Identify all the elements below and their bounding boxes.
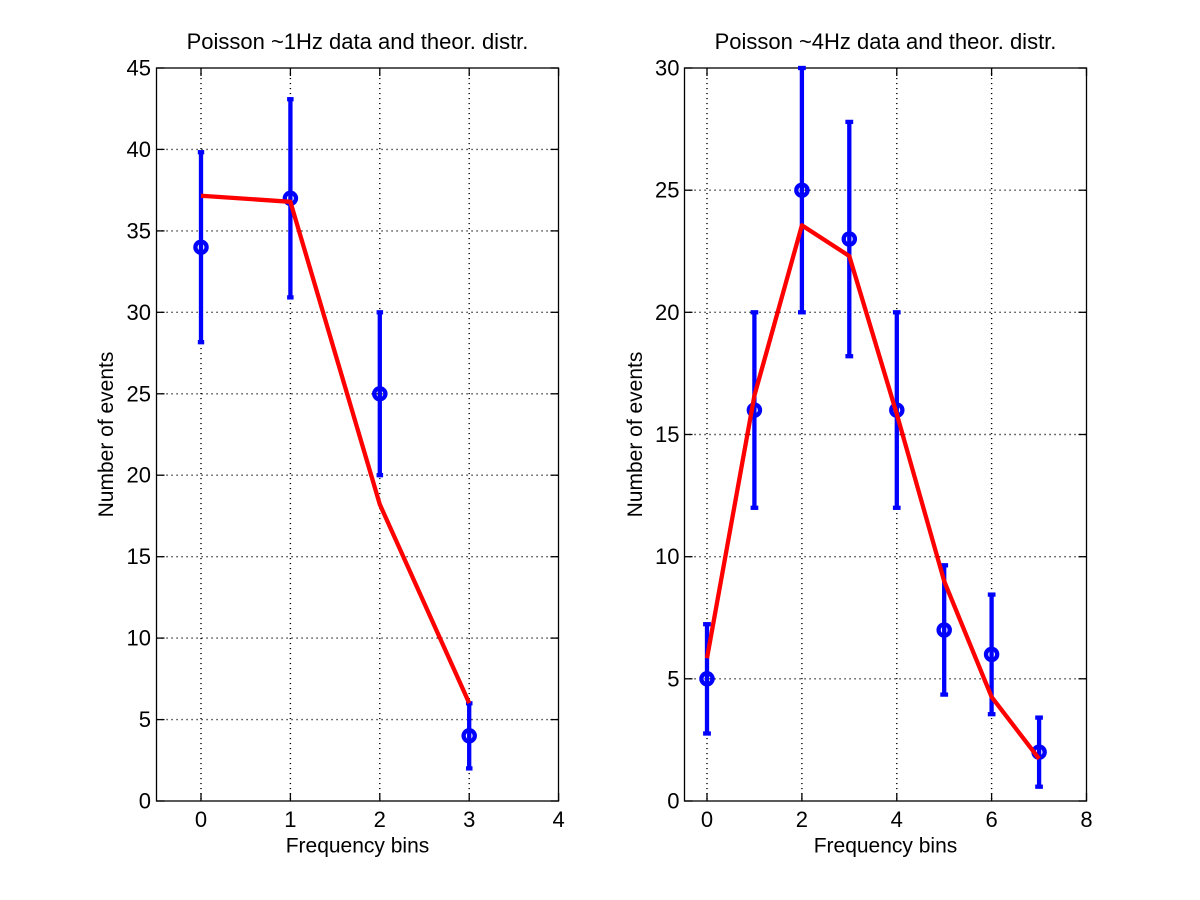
svg-text:Number of events: Number of events — [624, 352, 647, 518]
svg-text:35: 35 — [127, 218, 151, 243]
svg-text:1: 1 — [284, 807, 296, 832]
svg-text:4: 4 — [552, 807, 564, 832]
svg-text:0: 0 — [195, 807, 207, 832]
svg-text:30: 30 — [127, 300, 151, 325]
svg-text:2: 2 — [796, 807, 808, 832]
svg-text:40: 40 — [127, 137, 151, 162]
svg-text:0: 0 — [139, 789, 151, 814]
svg-text:30: 30 — [655, 56, 679, 81]
svg-text:0: 0 — [667, 789, 679, 814]
svg-text:3: 3 — [463, 807, 475, 832]
svg-text:10: 10 — [655, 544, 679, 569]
svg-text:45: 45 — [127, 56, 151, 81]
svg-text:5: 5 — [139, 707, 151, 732]
svg-text:Frequency bins: Frequency bins — [814, 835, 958, 858]
svg-text:Poisson ~1Hz data and theor. d: Poisson ~1Hz data and theor. distr. — [187, 29, 529, 54]
svg-text:6: 6 — [985, 807, 997, 832]
svg-text:15: 15 — [127, 544, 151, 569]
svg-text:8: 8 — [1080, 807, 1092, 832]
svg-text:25: 25 — [127, 381, 151, 406]
svg-text:4: 4 — [891, 807, 903, 832]
svg-text:25: 25 — [655, 178, 679, 203]
svg-text:0: 0 — [701, 807, 713, 832]
svg-text:Frequency bins: Frequency bins — [286, 835, 430, 858]
svg-text:5: 5 — [667, 666, 679, 691]
svg-text:Poisson ~4Hz data and theor. d: Poisson ~4Hz data and theor. distr. — [715, 29, 1057, 54]
svg-text:15: 15 — [655, 422, 679, 447]
svg-text:2: 2 — [374, 807, 386, 832]
svg-text:Number of events: Number of events — [95, 352, 118, 518]
svg-text:10: 10 — [127, 626, 151, 651]
svg-text:20: 20 — [655, 300, 679, 325]
svg-text:20: 20 — [127, 463, 151, 488]
